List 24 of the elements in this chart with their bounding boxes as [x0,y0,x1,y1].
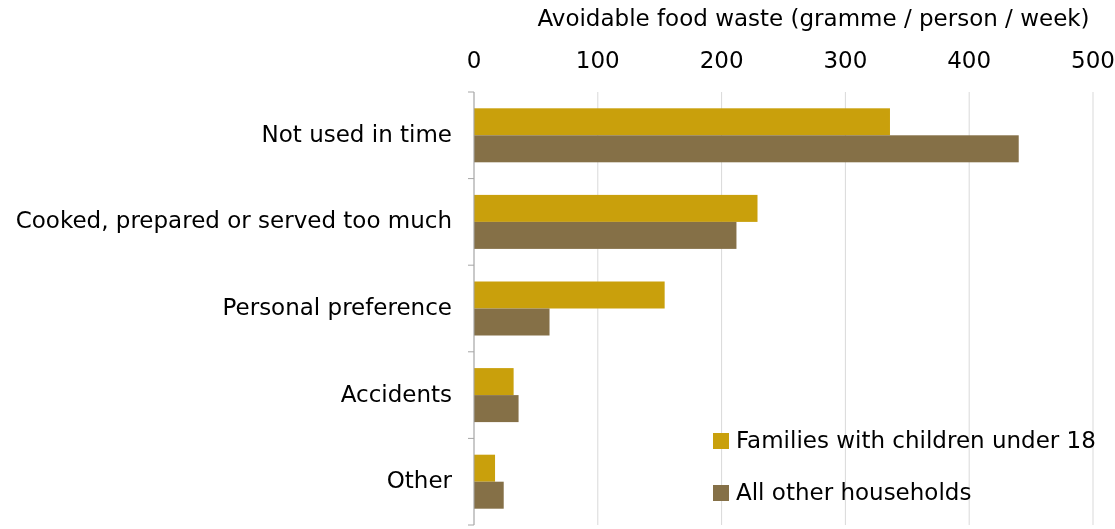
bar [474,454,496,482]
x-tick-label: 300 [823,47,868,73]
y-tick-label: Personal preference [222,294,452,320]
y-tick-label: Accidents [340,380,452,407]
bar [474,281,665,309]
x-tick-label: 400 [947,47,992,73]
y-tick-label: Other [386,467,453,494]
x-tick-label: 200 [699,47,744,73]
bar [474,135,1019,163]
bar [474,481,504,509]
legend-label: All other households [736,478,972,505]
bar [474,221,737,249]
bar [474,108,890,136]
x-tick-label: 0 [466,47,482,73]
x-axis-title: Avoidable food waste (gramme / person / week) [537,5,1090,31]
bar [474,194,758,222]
legend-label: Families with children under 18 [736,426,1096,453]
bar [474,368,514,396]
x-tick-label: 500 [1071,47,1115,73]
y-tick-label: Not used in time [261,120,452,147]
x-tick-label: 100 [575,47,620,73]
y-tick-label: Cooked, prepared or served too much [15,207,452,234]
bar [474,308,550,336]
bar [474,395,519,423]
